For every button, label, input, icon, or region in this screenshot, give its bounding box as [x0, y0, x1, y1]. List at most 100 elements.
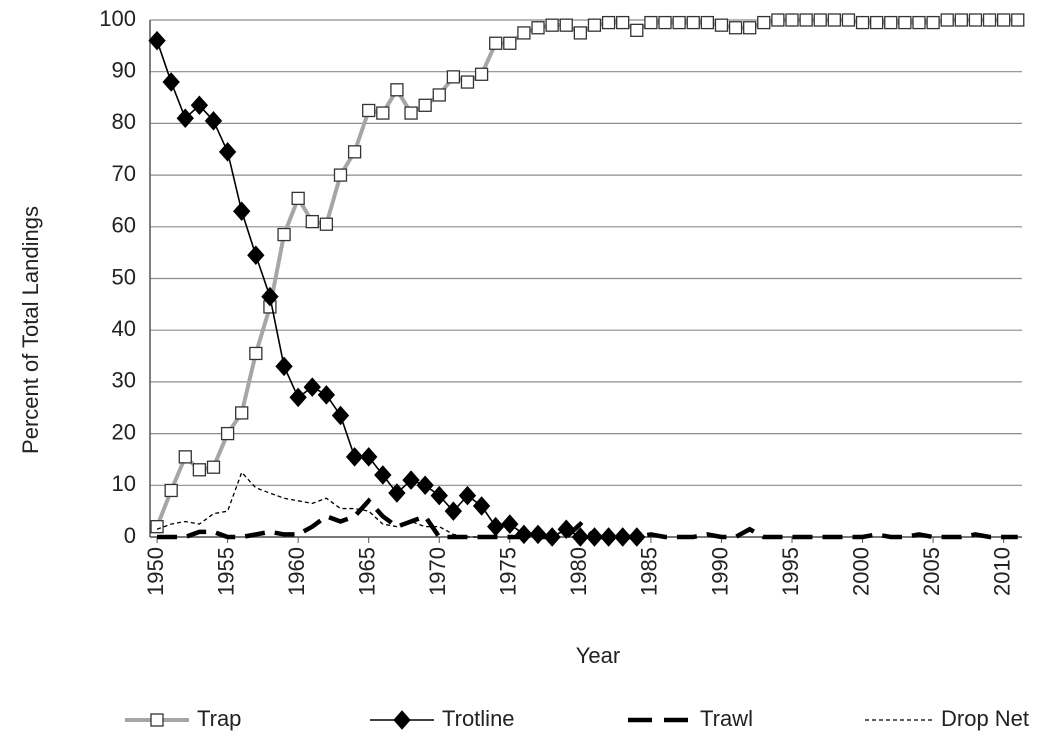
marker: [700, 15, 714, 30]
marker: [658, 15, 672, 30]
marker: [432, 88, 446, 102]
marker: [630, 23, 644, 37]
marker: [291, 191, 305, 206]
marker: [390, 83, 404, 97]
marker: [472, 496, 491, 516]
marker: [728, 21, 743, 35]
marker: [571, 527, 590, 547]
marker: [331, 405, 350, 426]
marker: [277, 227, 291, 242]
marker: [317, 385, 336, 405]
marker: [176, 108, 194, 128]
marker: [206, 460, 221, 474]
marker: [644, 15, 658, 30]
series-line: [157, 497, 1018, 540]
marker: [305, 214, 319, 229]
y-tick-label: 80: [112, 109, 136, 134]
y-tick-label: 100: [99, 6, 136, 31]
marker: [444, 501, 463, 521]
y-tick-label: 40: [112, 316, 136, 341]
marker: [503, 36, 517, 50]
marker: [220, 426, 235, 441]
marker: [870, 15, 884, 30]
x-tick-label: 1960: [284, 547, 309, 596]
marker: [501, 514, 519, 534]
marker: [714, 18, 729, 32]
x-tick-label: 1950: [143, 547, 168, 596]
marker: [898, 15, 912, 30]
marker: [771, 13, 785, 27]
marker: [360, 447, 378, 467]
marker: [601, 15, 616, 30]
x-tick-label: 1980: [566, 547, 591, 596]
y-tick-label: 70: [112, 161, 136, 186]
legend-marker: [393, 710, 411, 730]
marker: [474, 67, 489, 81]
y-tick-label: 60: [112, 213, 136, 238]
marker: [261, 286, 279, 307]
x-tick-label: 1975: [496, 547, 521, 596]
series-line: [155, 18, 1018, 528]
marker: [599, 527, 618, 547]
marker: [884, 15, 898, 30]
legend-label: Drop Net: [941, 706, 1029, 731]
marker: [418, 98, 432, 112]
marker: [529, 524, 547, 545]
marker: [430, 485, 448, 506]
marker: [841, 13, 856, 27]
marker: [404, 106, 418, 120]
x-tick-label: 1970: [425, 547, 450, 596]
marker: [813, 13, 827, 27]
y-tick-label: 20: [112, 419, 136, 444]
marker: [940, 13, 954, 27]
marker: [374, 465, 392, 485]
marker: [559, 18, 573, 32]
marker: [235, 406, 249, 420]
marker: [489, 36, 503, 50]
x-tick-label: 1985: [637, 547, 662, 596]
marker: [487, 516, 505, 537]
marker: [587, 18, 602, 32]
marker: [178, 450, 192, 464]
marker: [345, 447, 364, 467]
marker: [997, 13, 1011, 27]
marker: [460, 75, 475, 89]
marker: [926, 15, 940, 30]
legend-label: Trap: [197, 706, 241, 731]
x-tick-label: 1995: [778, 547, 803, 596]
series-line: [156, 40, 637, 538]
marker: [376, 106, 390, 120]
marker: [1011, 13, 1025, 27]
y-tick-label: 10: [112, 471, 136, 496]
legend-label: Trotline: [442, 706, 515, 731]
y-tick-label: 50: [112, 264, 136, 289]
x-tick-label: 2010: [989, 547, 1014, 596]
x-tick-label: 1955: [213, 547, 238, 596]
marker: [402, 470, 420, 490]
marker: [616, 15, 630, 30]
marker: [785, 13, 799, 27]
marker: [303, 377, 321, 397]
x-tick-label: 2005: [919, 547, 944, 596]
marker: [855, 15, 870, 30]
marker: [319, 217, 334, 231]
marker: [289, 387, 307, 408]
marker: [275, 356, 293, 377]
marker: [162, 72, 180, 92]
marker: [573, 26, 588, 40]
marker: [150, 520, 164, 534]
marker: [204, 111, 223, 131]
marker: [416, 475, 434, 496]
marker: [757, 15, 771, 30]
x-axis-label: Year: [576, 643, 620, 668]
marker: [362, 103, 376, 118]
marker: [148, 30, 166, 51]
x-tick-label: 1965: [355, 547, 380, 596]
marker: [912, 15, 926, 30]
marker: [249, 346, 263, 361]
legend-item: Trap: [125, 706, 241, 731]
marker: [686, 15, 700, 30]
marker: [743, 21, 757, 35]
x-tick-label: 1990: [707, 547, 732, 596]
